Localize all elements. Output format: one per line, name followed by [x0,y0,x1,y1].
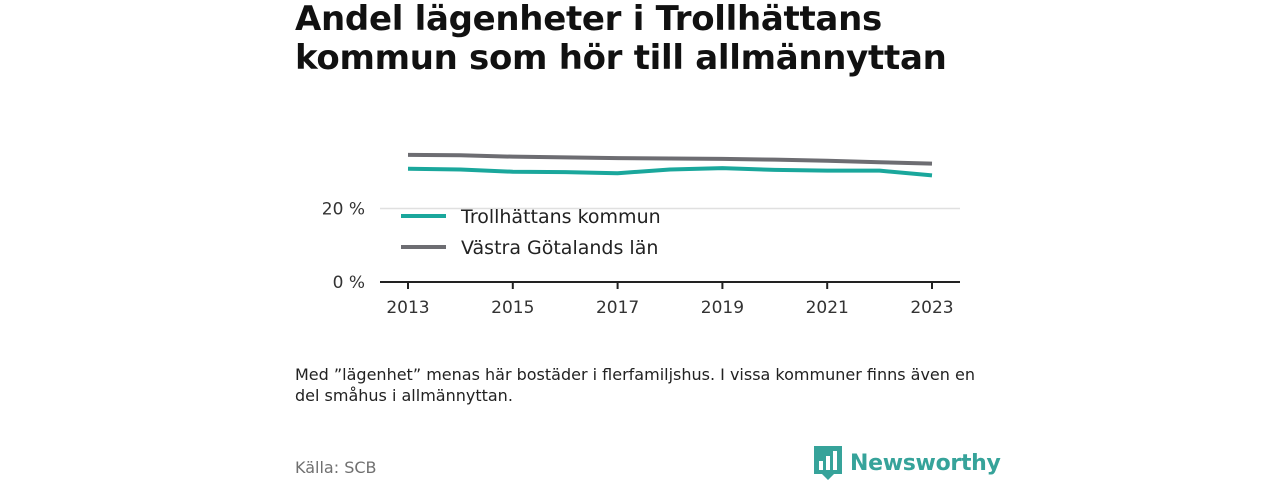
x-tick-label: 2013 [386,298,429,318]
y-tick-label: 0 % [333,273,365,293]
x-tick-label: 2021 [806,298,849,318]
x-axis: 2013 2015 2017 2019 2021 2023 [386,282,954,318]
chart-note: Med ”lägenhet” menas här bostäder i fler… [295,365,975,405]
newsworthy-logo: Newsworthy [814,446,1001,480]
series-line [407,166,933,178]
x-tick-label: 2015 [491,298,534,318]
y-axis: 0 % 20 % [322,200,365,294]
series-lines [407,152,933,178]
x-tick-label: 2023 [910,298,953,318]
legend-label: Västra Götalands län [461,237,658,259]
x-tick-label: 2019 [701,298,744,318]
brand-name: Newsworthy [850,450,1001,476]
source-label: Källa: SCB [295,458,377,477]
chart-title: Andel lägenheter i Trollhättans kommun s… [295,0,947,78]
y-tick-label: 20 % [322,200,365,220]
x-tick-label: 2017 [596,298,639,318]
legend: Trollhättans kommun Västra Götalands län [401,206,661,259]
legend-label: Trollhättans kommun [460,206,661,228]
bar-chart-speech-bubble-icon [814,446,842,480]
series-line [407,152,933,166]
